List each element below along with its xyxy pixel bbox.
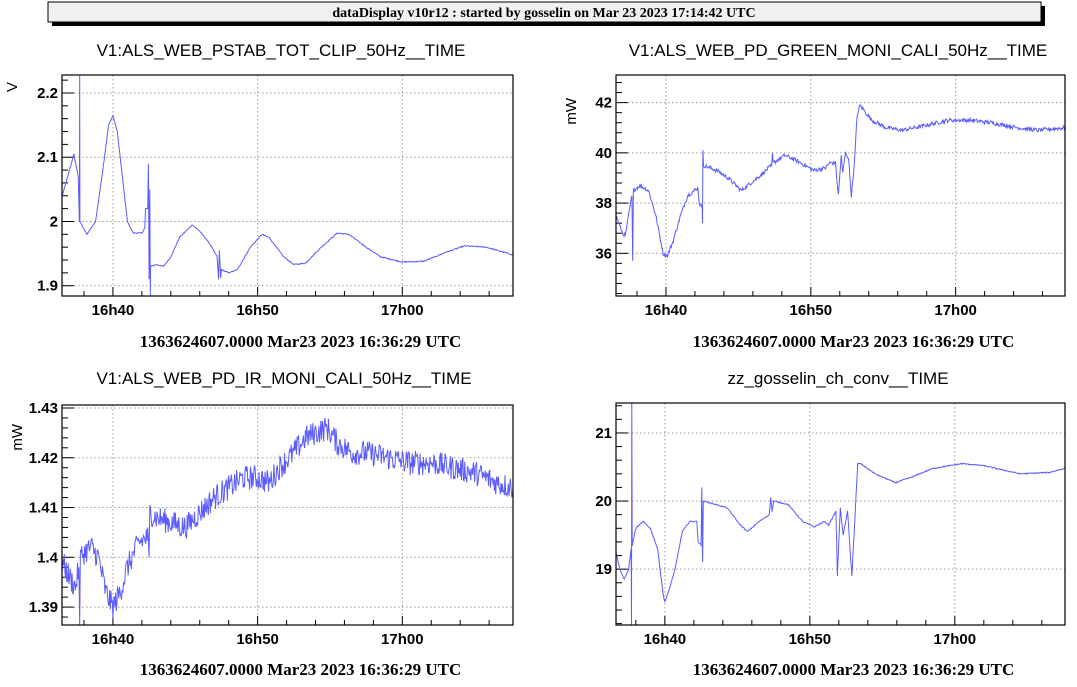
x-tick-label: 16h50 — [236, 631, 279, 648]
y-tick-label: 1.43 — [29, 400, 58, 417]
x-tick-label: 17h00 — [934, 631, 977, 648]
plot-frame — [615, 74, 1066, 297]
x-axis-time-label: 1363624607.0000 Mar23 2023 16:36:29 UTC — [693, 332, 1015, 351]
banner-box — [47, 1, 1042, 23]
y-tick-label: 2 — [50, 213, 58, 230]
y-tick-label: 40 — [595, 145, 612, 162]
x-tick-label: 16h50 — [236, 302, 279, 319]
x-tick-label: 17h00 — [934, 302, 977, 319]
plot-frame — [615, 402, 1066, 626]
y-axis-label: mW — [563, 97, 580, 124]
banner-title: dataDisplay v10r12 : started by gosselin… — [332, 6, 755, 21]
y-tick-label: 1.42 — [29, 450, 58, 467]
chart-panel-1: V1:ALS_WEB_PSTAB_TOT_CLIP_50Hz__TIME V 16h… — [4, 41, 514, 351]
y-axis-label: V — [4, 82, 21, 92]
x-axis-time-label: 1363624607.0000 Mar23 2023 16:36:29 UTC — [140, 332, 462, 351]
y-axis-label: mW — [9, 423, 26, 450]
plot-frame — [61, 74, 514, 297]
y-tick-label: 1.4 — [37, 549, 59, 566]
x-tick-label: 16h40 — [92, 631, 135, 648]
series-line — [62, 417, 513, 625]
y-tick-label: 42 — [595, 95, 612, 112]
x-tick-label: 17h00 — [381, 302, 424, 319]
series-line — [62, 75, 513, 296]
x-tick-label: 16h40 — [644, 631, 687, 648]
plot-frame — [61, 404, 514, 626]
y-tick-label: 21 — [595, 425, 612, 442]
x-tick-label: 16h40 — [645, 302, 688, 319]
chart-title: V1:ALS_WEB_PD_GREEN_MONI_CALI_50Hz__TIME — [629, 41, 1048, 60]
chart-title: V1:ALS_WEB_PD_IR_MONI_CALI_50Hz__TIME — [96, 369, 471, 388]
y-tick-label: 36 — [595, 245, 612, 262]
y-tick-label: 38 — [595, 195, 612, 212]
x-axis-time-label: 1363624607.0000 Mar23 2023 16:36:29 UTC — [693, 660, 1015, 679]
y-tick-label: 1.41 — [29, 500, 58, 517]
chart-panel-4: zz_gosselin_ch_conv__TIME 16h40 16h50 17h00… — [595, 369, 1066, 679]
y-tick-label: 19 — [595, 561, 612, 578]
x-tick-label: 17h00 — [381, 631, 424, 648]
chart-title: zz_gosselin_ch_conv__TIME — [727, 369, 948, 388]
x-tick-label: 16h40 — [92, 302, 135, 319]
y-tick-label: 20 — [595, 493, 612, 510]
x-tick-label: 16h50 — [789, 631, 832, 648]
x-axis-time-label: 1363624607.0000 Mar23 2023 16:36:29 UTC — [140, 660, 462, 679]
series-line — [616, 104, 1065, 261]
chart-panel-3: V1:ALS_WEB_PD_IR_MONI_CALI_50Hz__TIMEmW1… — [9, 369, 514, 679]
chart-panel-2: V1:ALS_WEB_PD_GREEN_MONI_CALI_50Hz__TIME… — [563, 41, 1066, 351]
y-tick-label: 2.1 — [37, 149, 58, 166]
series-line — [616, 403, 1065, 625]
y-tick-label: 1.9 — [37, 278, 58, 295]
y-tick-label: 2.2 — [37, 85, 58, 102]
x-tick-label: 16h50 — [790, 302, 833, 319]
y-tick-label: 1.39 — [29, 599, 58, 616]
chart-title: V1:ALS_WEB_PSTAB_TOT_CLIP_50Hz__TIME — [97, 41, 466, 60]
